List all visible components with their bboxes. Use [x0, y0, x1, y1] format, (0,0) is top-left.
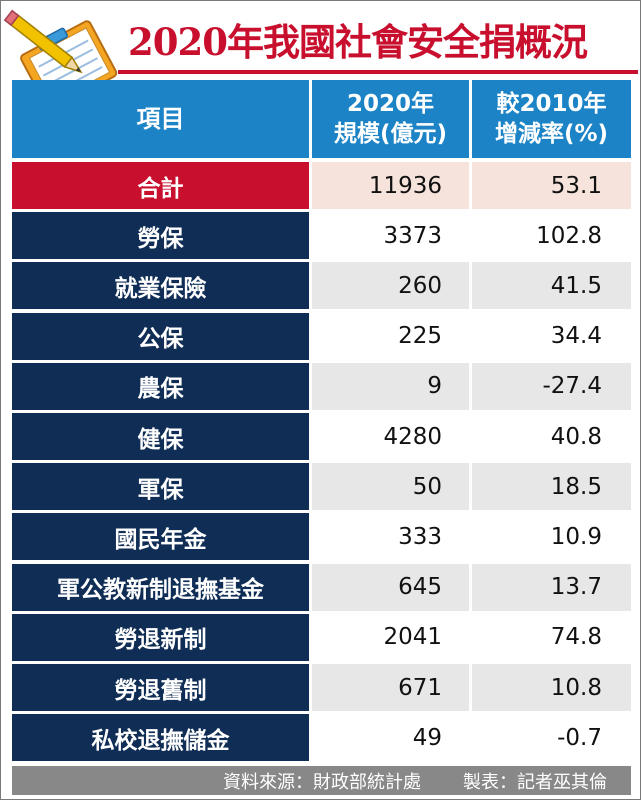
row-change-value: 53.1 — [472, 162, 631, 209]
title-underline — [118, 70, 638, 74]
header-scale-line2: 規模(億元) — [333, 121, 448, 147]
row-scale-value: 50 — [312, 463, 469, 511]
row-item-label: 國民年金 — [12, 513, 309, 561]
row-item-label: 私校退撫儲金 — [12, 714, 309, 762]
header-item: 項目 — [12, 80, 309, 158]
row-scale-value: 3373 — [312, 212, 469, 260]
table-row: 健保 4280 40.8 — [12, 413, 631, 460]
row-scale-value: 49 — [312, 714, 469, 762]
table-row: 勞保 3373 102.8 — [12, 212, 631, 260]
row-change-value: 41.5 — [472, 262, 631, 310]
table-row: 軍公教新制退撫基金 645 13.7 — [12, 563, 631, 611]
row-item-label: 農保 — [12, 362, 309, 410]
row-change-value: 18.5 — [472, 463, 631, 511]
row-item-label: 軍保 — [12, 463, 309, 511]
chart-title: 2020年我國社會安全捐概況 — [128, 20, 588, 64]
row-item-label: 公保 — [12, 312, 309, 360]
header-change: 較2010年 增減率(%) — [472, 80, 631, 158]
row-change-value: 40.8 — [472, 413, 631, 460]
table-row: 勞退舊制 671 10.8 — [12, 664, 631, 711]
row-scale-value: 9 — [312, 362, 469, 410]
row-change-value: 74.8 — [472, 613, 631, 661]
header-change-line1: 較2010年 — [496, 91, 607, 117]
footer-author: 製表：記者巫其倫 — [463, 771, 607, 793]
header-item-label: 項目 — [136, 105, 185, 133]
table-row: 勞退新制 2041 74.8 — [12, 613, 631, 661]
row-scale-value: 333 — [312, 513, 469, 561]
row-item-label: 合計 — [12, 162, 309, 209]
header-change-line2: 增減率(%) — [494, 121, 609, 147]
title-bar: 2020年我國社會安全捐概況 — [0, 0, 641, 78]
row-change-value: 34.4 — [472, 312, 631, 360]
footer-source: 資料來源：財政部統計處 — [223, 771, 421, 793]
table-row: 農保 9 -27.4 — [12, 362, 631, 410]
table-row: 就業保險 260 41.5 — [12, 262, 631, 310]
table-row: 國民年金 333 10.9 — [12, 513, 631, 561]
row-change-value: -0.7 — [472, 714, 631, 762]
row-change-value: 10.9 — [472, 513, 631, 561]
row-item-label: 勞退舊制 — [12, 664, 309, 711]
row-scale-value: 671 — [312, 664, 469, 711]
row-item-label: 就業保險 — [12, 262, 309, 310]
row-item-label: 勞退新制 — [12, 613, 309, 661]
table-row: 私校退撫儲金 49 -0.7 — [12, 714, 631, 762]
row-item-label: 勞保 — [12, 212, 309, 260]
row-scale-value: 11936 — [312, 162, 469, 209]
header-scale: 2020年 規模(億元) — [312, 80, 469, 158]
row-scale-value: 2041 — [312, 613, 469, 661]
header-scale-line1: 2020年 — [346, 91, 434, 117]
row-scale-value: 4280 — [312, 413, 469, 460]
table-row: 軍保 50 18.5 — [12, 463, 631, 511]
row-change-value: -27.4 — [472, 362, 631, 410]
row-item-label: 健保 — [12, 413, 309, 460]
table-row-total: 合計 11936 53.1 — [12, 162, 631, 209]
row-change-value: 13.7 — [472, 563, 631, 611]
table-row: 公保 225 34.4 — [12, 312, 631, 360]
row-scale-value: 225 — [312, 312, 469, 360]
row-change-value: 102.8 — [472, 212, 631, 260]
footer-credit: 資料來源：財政部統計處 製表：記者巫其倫 — [12, 766, 631, 795]
row-change-value: 10.8 — [472, 664, 631, 711]
row-item-label: 軍公教新制退撫基金 — [12, 563, 309, 611]
row-scale-value: 645 — [312, 563, 469, 611]
row-scale-value: 260 — [312, 262, 469, 310]
